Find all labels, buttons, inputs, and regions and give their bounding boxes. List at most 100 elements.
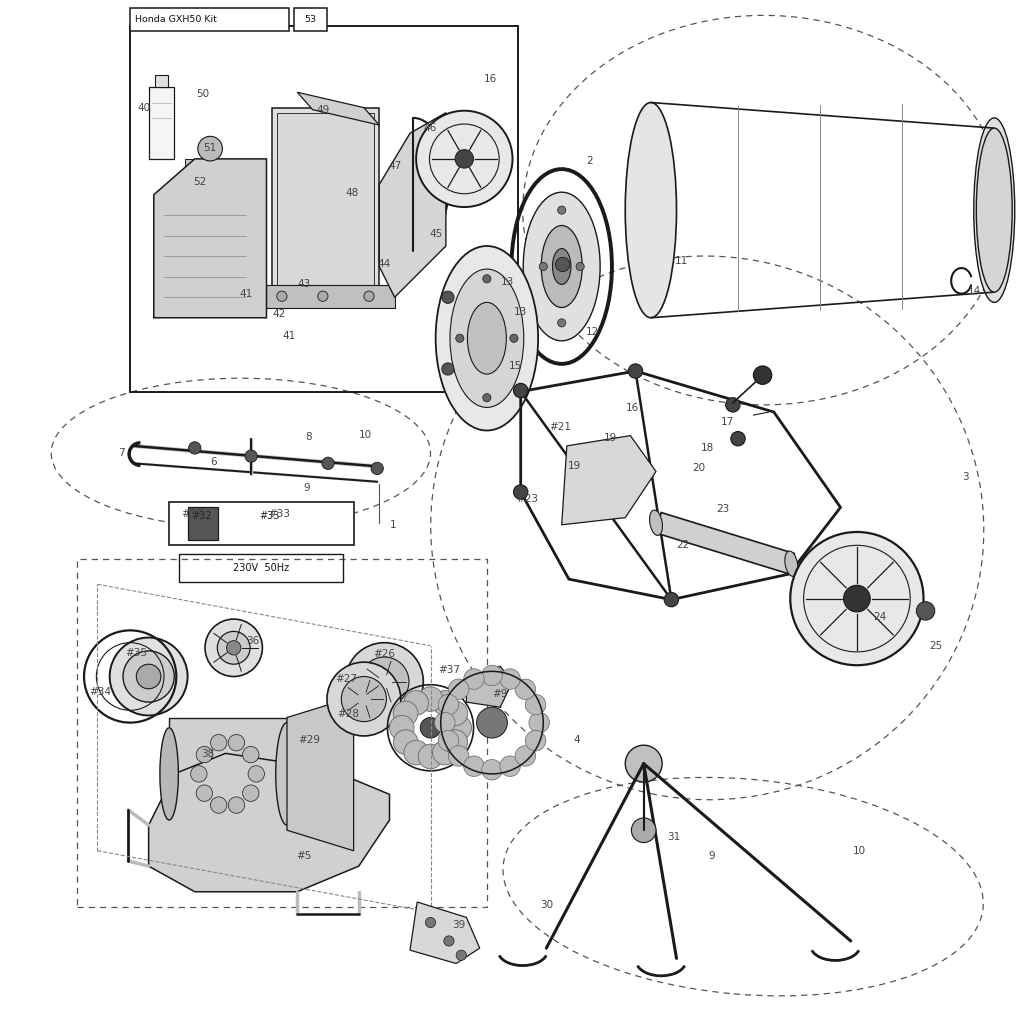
Circle shape bbox=[416, 111, 512, 207]
Circle shape bbox=[123, 651, 174, 702]
Circle shape bbox=[442, 363, 454, 375]
Circle shape bbox=[229, 735, 245, 751]
Bar bbox=[155, 75, 168, 87]
Ellipse shape bbox=[552, 249, 571, 284]
Text: 48: 48 bbox=[345, 188, 358, 198]
Circle shape bbox=[394, 730, 418, 754]
Text: 47: 47 bbox=[388, 161, 401, 171]
Text: 40: 40 bbox=[137, 102, 150, 113]
Circle shape bbox=[726, 398, 740, 412]
Text: 19: 19 bbox=[605, 433, 617, 443]
Text: #35: #35 bbox=[125, 648, 148, 658]
Bar bbox=[184, 159, 246, 184]
Polygon shape bbox=[466, 666, 512, 707]
Circle shape bbox=[418, 744, 443, 769]
Circle shape bbox=[448, 746, 468, 767]
Circle shape bbox=[443, 730, 467, 754]
Circle shape bbox=[189, 442, 201, 454]
Circle shape bbox=[558, 206, 566, 214]
Polygon shape bbox=[287, 697, 354, 851]
Text: #37: #37 bbox=[438, 665, 460, 675]
Text: 9: 9 bbox=[708, 851, 714, 861]
Circle shape bbox=[539, 262, 547, 271]
Ellipse shape bbox=[450, 269, 524, 407]
Circle shape bbox=[425, 917, 436, 928]
Circle shape bbox=[463, 755, 484, 776]
Circle shape bbox=[500, 755, 521, 776]
Circle shape bbox=[753, 366, 772, 384]
Circle shape bbox=[631, 818, 656, 843]
Circle shape bbox=[447, 715, 472, 740]
Bar bbox=[77, 559, 487, 907]
Circle shape bbox=[205, 619, 262, 677]
Circle shape bbox=[500, 669, 521, 690]
Text: #9: #9 bbox=[492, 689, 508, 699]
Circle shape bbox=[371, 462, 383, 475]
Circle shape bbox=[483, 394, 491, 402]
Text: #21: #21 bbox=[549, 422, 572, 433]
Circle shape bbox=[439, 694, 459, 714]
Text: 2: 2 bbox=[586, 156, 592, 166]
Bar bbox=[130, 26, 518, 392]
Circle shape bbox=[322, 457, 334, 469]
Polygon shape bbox=[149, 753, 390, 892]
Circle shape bbox=[844, 585, 870, 612]
Bar bbox=[130, 8, 289, 31]
Text: #26: #26 bbox=[373, 649, 396, 659]
Bar bbox=[294, 8, 327, 31]
Circle shape bbox=[198, 136, 222, 161]
Bar bbox=[277, 113, 374, 302]
Circle shape bbox=[433, 740, 457, 765]
Text: 41: 41 bbox=[240, 289, 252, 299]
Text: 36: 36 bbox=[247, 636, 259, 646]
Circle shape bbox=[516, 679, 536, 699]
Circle shape bbox=[456, 950, 466, 960]
Text: 10: 10 bbox=[853, 846, 865, 856]
Circle shape bbox=[136, 664, 161, 689]
Circle shape bbox=[404, 691, 428, 715]
Text: #28: #28 bbox=[337, 709, 360, 720]
Text: 46: 46 bbox=[424, 123, 437, 133]
Circle shape bbox=[277, 291, 287, 301]
Ellipse shape bbox=[524, 193, 601, 340]
Circle shape bbox=[456, 334, 464, 342]
Circle shape bbox=[245, 450, 257, 462]
Circle shape bbox=[509, 334, 518, 342]
Circle shape bbox=[731, 432, 745, 446]
Text: 51: 51 bbox=[204, 142, 216, 153]
Text: #34: #34 bbox=[89, 687, 112, 697]
Bar bbox=[188, 507, 218, 540]
Text: 1: 1 bbox=[391, 520, 397, 530]
Circle shape bbox=[196, 785, 212, 802]
Text: #27: #27 bbox=[335, 673, 358, 684]
Circle shape bbox=[210, 796, 227, 813]
Text: 31: 31 bbox=[667, 832, 680, 843]
Polygon shape bbox=[410, 902, 480, 964]
Circle shape bbox=[514, 383, 528, 398]
Text: #23: #23 bbox=[516, 494, 538, 504]
Circle shape bbox=[110, 638, 188, 715]
Text: #32: #32 bbox=[192, 510, 212, 521]
Circle shape bbox=[364, 291, 374, 301]
Text: 18: 18 bbox=[701, 443, 713, 453]
Text: 14: 14 bbox=[969, 286, 981, 296]
Text: 6: 6 bbox=[210, 457, 216, 467]
Circle shape bbox=[556, 257, 570, 272]
Circle shape bbox=[525, 731, 545, 751]
Text: 43: 43 bbox=[298, 279, 311, 289]
Circle shape bbox=[227, 641, 241, 655]
Text: #32: #32 bbox=[181, 508, 204, 519]
Text: 23: 23 bbox=[716, 504, 729, 515]
Bar bbox=[179, 554, 343, 582]
Circle shape bbox=[341, 676, 386, 722]
Bar bbox=[256, 285, 395, 308]
Circle shape bbox=[248, 766, 264, 782]
Circle shape bbox=[318, 291, 328, 301]
Ellipse shape bbox=[160, 728, 178, 820]
Text: 3: 3 bbox=[962, 472, 969, 482]
Circle shape bbox=[210, 735, 227, 751]
Bar bbox=[272, 108, 379, 308]
Text: 24: 24 bbox=[873, 612, 886, 622]
Circle shape bbox=[390, 715, 414, 740]
Circle shape bbox=[217, 631, 250, 664]
